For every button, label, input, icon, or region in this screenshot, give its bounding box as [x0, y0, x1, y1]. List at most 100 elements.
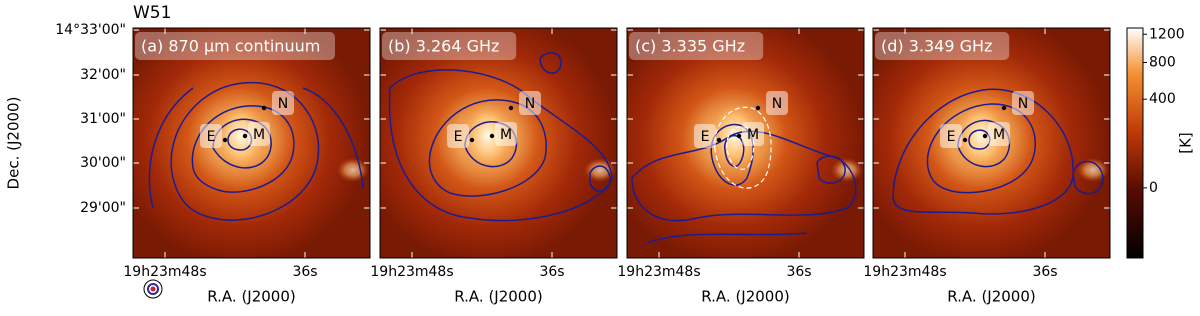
- panel-label-box: [382, 32, 517, 60]
- colorbar-label: [K]: [1177, 132, 1195, 154]
- colorbar-tick-label: 1200: [1149, 26, 1185, 42]
- panel-label: (d) 3.349 GHz: [881, 37, 992, 56]
- y-tick-label: 31'00": [80, 111, 126, 127]
- colorbar-tick-label: 400: [1149, 91, 1176, 107]
- source-label-box: [200, 124, 222, 148]
- contour: [170, 81, 320, 221]
- source-label: M: [993, 127, 1005, 143]
- y-tick-label: 32'00": [80, 67, 126, 83]
- source-label-box: [742, 122, 764, 146]
- source-label: E: [947, 129, 956, 145]
- x-axis-label: R.A. (J2000): [454, 288, 543, 306]
- source-label-box: [248, 122, 270, 146]
- source-label: M: [500, 127, 512, 143]
- contour: [710, 123, 754, 186]
- panel-label-box: [875, 32, 1010, 60]
- source-marker: [508, 105, 514, 111]
- source-label: N: [278, 96, 288, 112]
- contour: [539, 52, 562, 74]
- panel: (d) 3.349 GHz E MN: [872, 27, 1111, 259]
- source-label-box: [495, 122, 517, 146]
- source-label-box: [447, 124, 469, 148]
- contour: [1072, 160, 1104, 195]
- source-label: N: [772, 96, 782, 112]
- y-tick-label: 14°33'00": [55, 22, 126, 38]
- source-label: E: [454, 129, 463, 145]
- source-label: E: [701, 129, 710, 145]
- source-marker: [736, 133, 742, 139]
- contour: [191, 105, 295, 193]
- source-marker: [755, 105, 761, 111]
- contour: [724, 134, 745, 168]
- panel: (b) 3.264 GHz E MN: [379, 27, 618, 259]
- y-axis-label: Dec. (J2000): [5, 97, 23, 190]
- source-marker: [1001, 105, 1007, 111]
- panel-label: (b) 3.264 GHz: [388, 37, 499, 56]
- source-label: M: [747, 127, 759, 143]
- colorbar: [1126, 27, 1144, 259]
- source-marker: [261, 105, 267, 111]
- source-marker: [962, 137, 968, 143]
- x-axis-label: R.A. (J2000): [701, 288, 790, 306]
- contour: [428, 99, 547, 197]
- source-label-box: [694, 124, 716, 148]
- frame: [626, 27, 865, 259]
- source-label-box: [940, 124, 962, 148]
- contour: [388, 69, 613, 222]
- source-marker: [242, 133, 248, 139]
- x-axis-label: R.A. (J2000): [207, 288, 296, 306]
- contour: [589, 165, 611, 192]
- hot-core: [951, 96, 1011, 176]
- y-tick-label: 30'00": [80, 155, 126, 171]
- source-label-box: [519, 91, 541, 115]
- panel: (a) 870 µm continuum E MN 1 pc: [132, 27, 371, 299]
- x-tick-label: 19h23m48s: [370, 264, 453, 280]
- source-label-box: [988, 122, 1010, 146]
- frame: [379, 27, 618, 259]
- x-tick-label: 19h23m48s: [123, 264, 206, 280]
- hot-core: [458, 96, 518, 176]
- source-label: N: [525, 96, 535, 112]
- panel-label-box: [629, 32, 764, 60]
- x-tick-label: 19h23m48s: [617, 264, 700, 280]
- source-marker: [489, 133, 495, 139]
- figure-title: W51: [133, 3, 171, 23]
- contour: [816, 155, 846, 184]
- colorbar-tick-label: 800: [1149, 54, 1176, 70]
- hot-core: [337, 158, 369, 182]
- colorbar-tick-label: 0: [1149, 180, 1158, 196]
- frame: [132, 27, 371, 259]
- source-label: E: [207, 129, 216, 145]
- panel-label: (a) 870 µm continuum: [141, 37, 320, 56]
- contour: [646, 232, 808, 244]
- contour: [212, 118, 272, 169]
- dashed-contour: [714, 106, 772, 189]
- source-label-box: [766, 91, 788, 115]
- frame: [872, 27, 1111, 259]
- contour: [148, 87, 364, 209]
- x-tick-label: 36s: [786, 264, 811, 280]
- beam: [150, 286, 156, 292]
- contour: [926, 103, 1037, 194]
- hot-core: [211, 96, 271, 176]
- panel-label-box: [135, 32, 335, 60]
- hot-core: [1077, 158, 1109, 182]
- dashed-contour: [726, 126, 755, 170]
- source-marker: [716, 137, 722, 143]
- source-marker: [469, 137, 475, 143]
- panel: (c) 3.335 GHz E MN: [626, 27, 865, 259]
- source-label-box: [1012, 91, 1034, 115]
- x-tick-label: 36s: [539, 264, 564, 280]
- x-axis-label: R.A. (J2000): [947, 288, 1036, 306]
- x-tick-label: 36s: [292, 264, 317, 280]
- source-label-box: [272, 91, 294, 115]
- source-label: M: [253, 127, 265, 143]
- hot-core: [831, 158, 863, 182]
- panel-label: (c) 3.335 GHz: [635, 37, 745, 56]
- source-marker: [222, 137, 228, 143]
- beam: [147, 283, 159, 295]
- x-tick-label: 36s: [1032, 264, 1057, 280]
- source-label: N: [1018, 96, 1028, 112]
- scale-bar-label: 1 pc: [306, 276, 336, 292]
